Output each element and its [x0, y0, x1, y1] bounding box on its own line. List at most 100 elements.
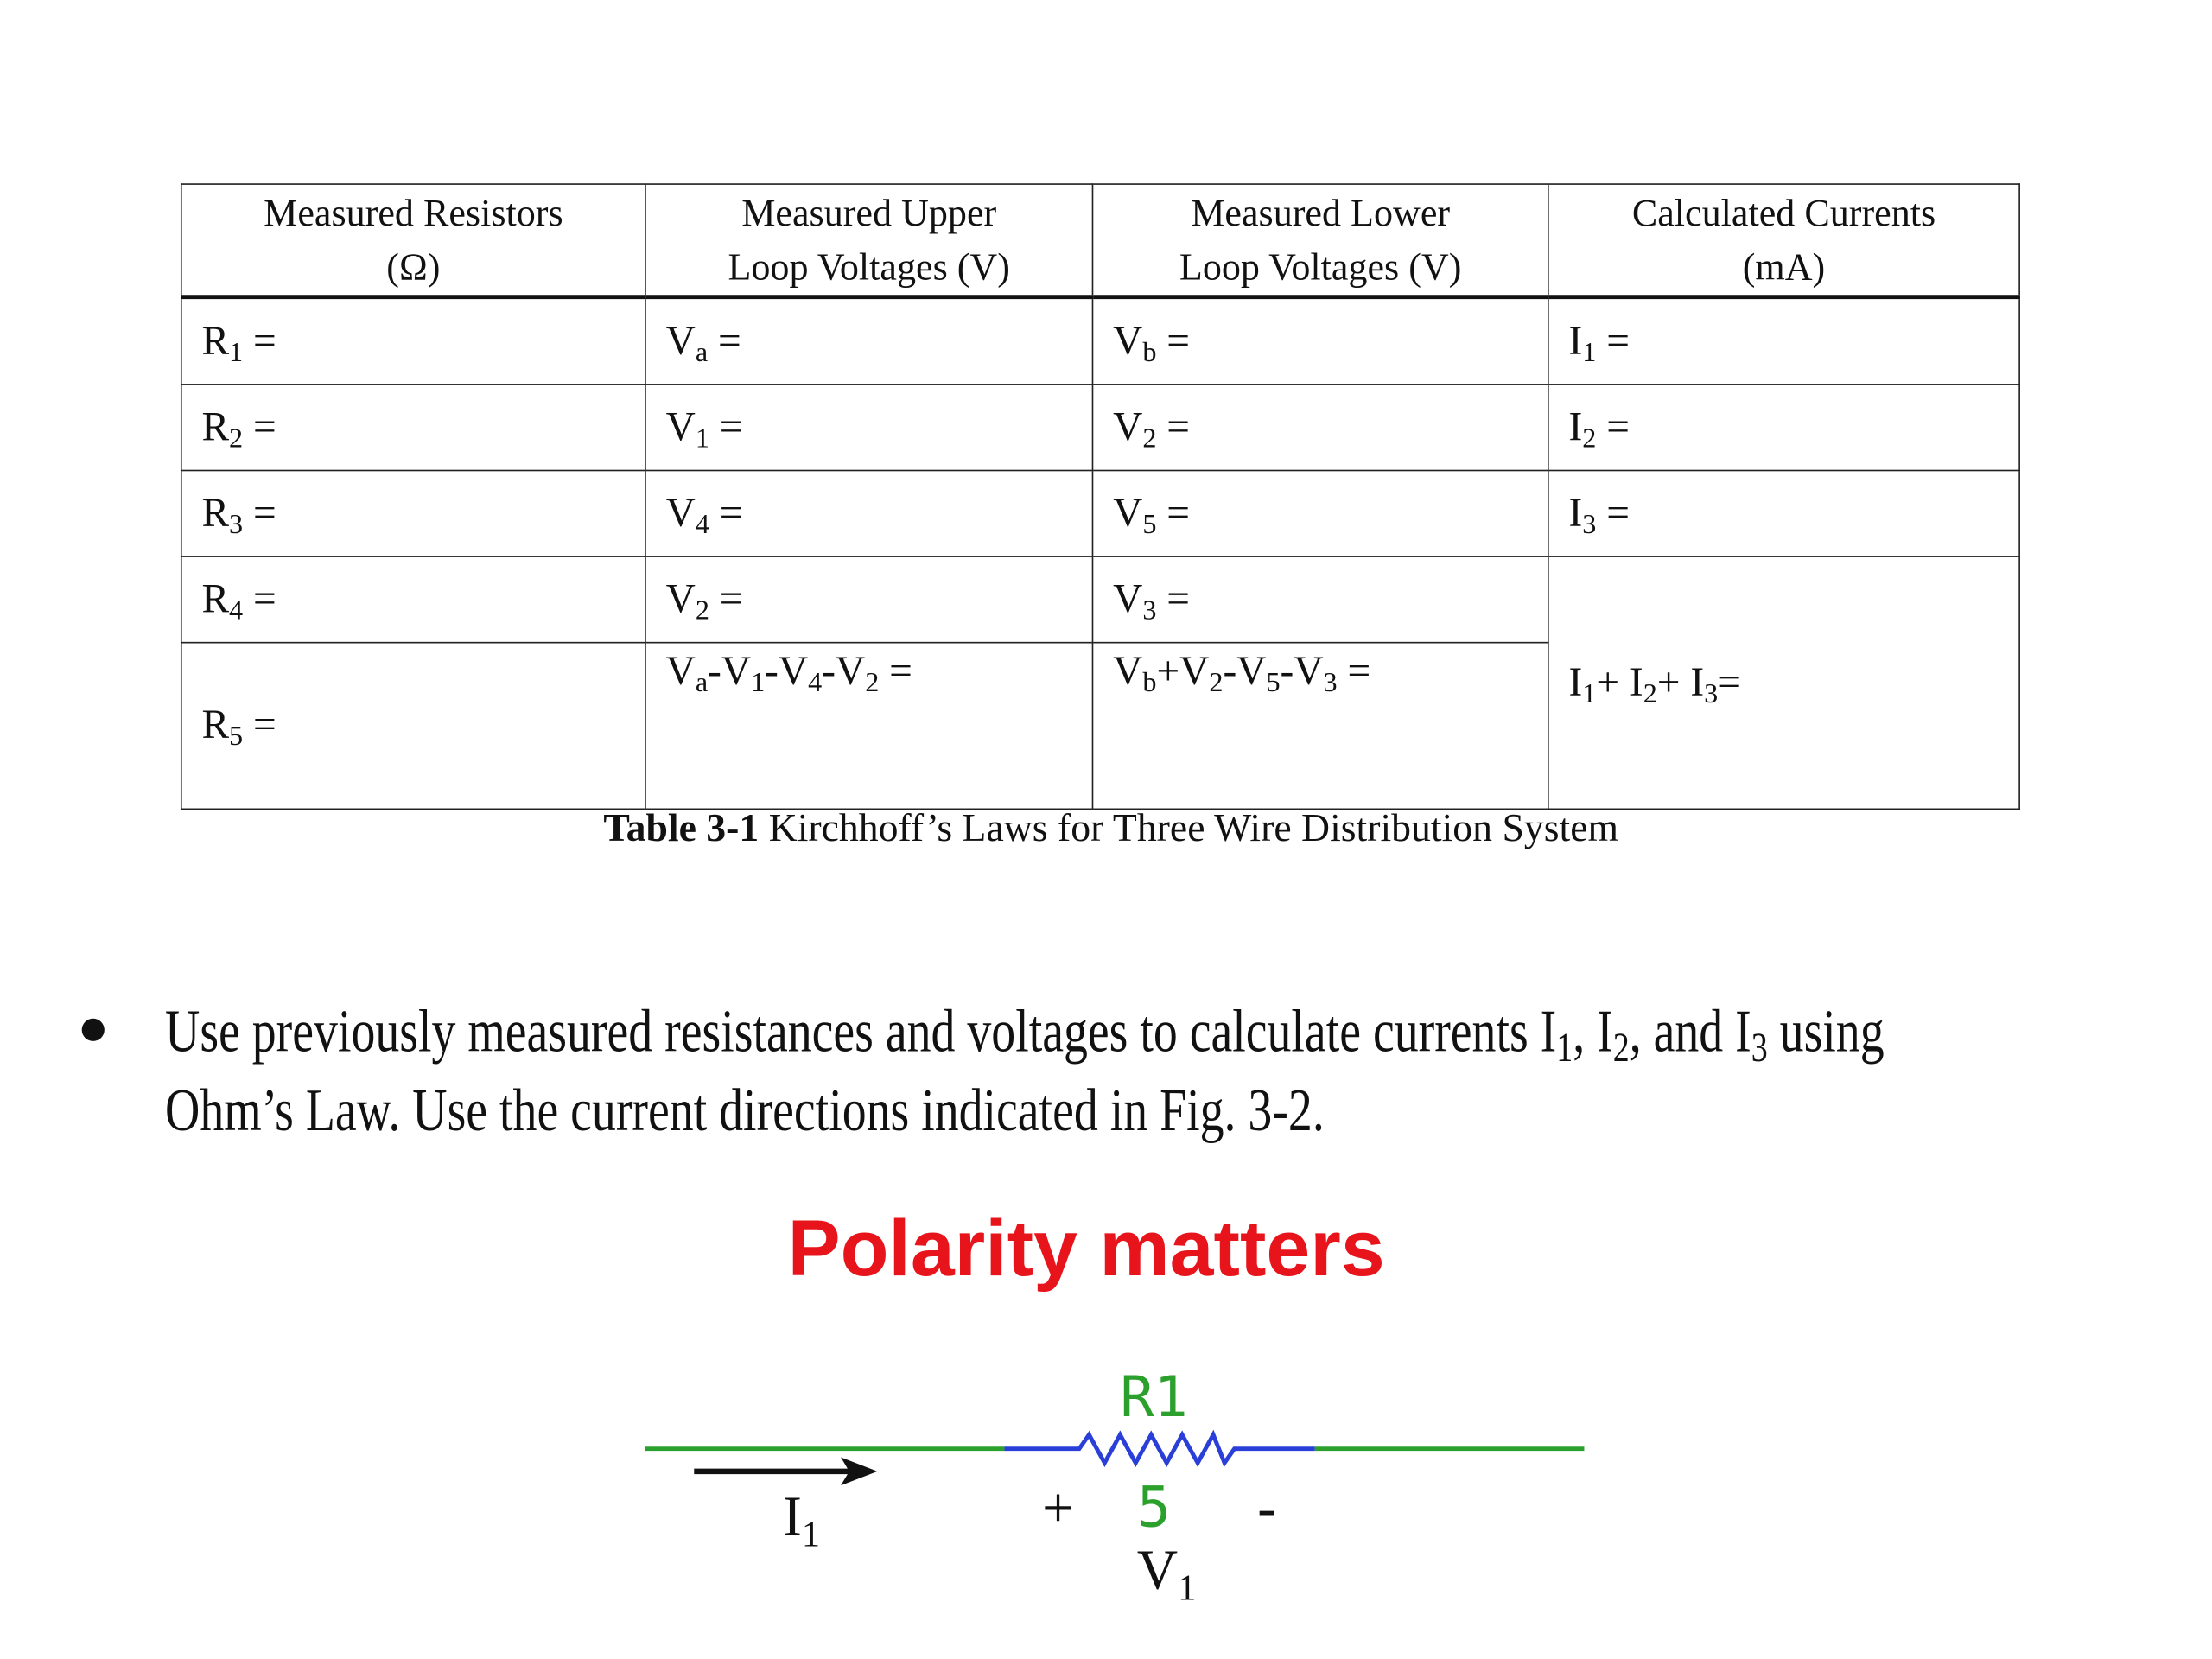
text: = — [243, 318, 276, 364]
table-cell: Va-V1-V4-V2 = — [645, 641, 1094, 810]
text: V — [1113, 649, 1143, 695]
table-cell: Va = — [645, 296, 1094, 385]
table-cell: I3 = — [1548, 469, 2020, 557]
subscript: 1 — [1582, 336, 1597, 368]
text: R — [201, 575, 230, 622]
subscript: 3 — [1323, 667, 1338, 699]
bullet-line: Use previously measured resistances and … — [165, 993, 1885, 1071]
data-table: Measured Resistors (Ω) Measured Upper Loop … — [180, 183, 2020, 810]
header-cell: Measured Lower Loop Voltages (V) — [1091, 183, 1549, 300]
table-cell: Vb+V2-V5-V3 = — [1091, 641, 1549, 810]
subscript: 1 — [802, 1514, 820, 1554]
arrow-head — [841, 1457, 878, 1486]
header-line: Loop Voltages (V) — [728, 245, 1010, 289]
header-row: Measured Resistors (Ω) Measured Upper Loop … — [180, 183, 2020, 300]
text: Ohm’s Law. Use the current directions in… — [165, 1077, 1325, 1145]
plus-sign: + — [1042, 1478, 1074, 1540]
text: V — [1137, 1539, 1178, 1601]
subscript: 5 — [1266, 667, 1281, 699]
current-label: I1 — [783, 1485, 820, 1554]
text: -V — [1280, 649, 1324, 695]
subscript: 3 — [1704, 677, 1719, 709]
text: V — [665, 575, 696, 622]
header-line: Measured Upper — [741, 192, 997, 235]
header-cell: Measured Upper Loop Voltages (V) — [645, 183, 1094, 300]
subscript: 3 — [229, 508, 244, 540]
table-caption: Table 3-1 Kirchhoff’s Laws for Three Wir… — [0, 807, 2212, 852]
text: I — [1568, 318, 1583, 364]
text: = — [709, 404, 743, 449]
text: V — [1113, 490, 1143, 536]
header-line: Measured Resistors — [264, 192, 563, 235]
subscript: 4 — [229, 594, 244, 626]
text: I — [1568, 404, 1583, 449]
table-row: R4 = V2 = V3 = I1+ I2+ I3= — [180, 556, 2020, 810]
text: V — [665, 404, 696, 449]
text: , I — [1573, 998, 1613, 1065]
text: R — [201, 318, 230, 364]
text: = — [1156, 404, 1191, 449]
subscript: 5 — [229, 721, 244, 753]
table-row: R2 = V1 = V2 = I2 = — [180, 384, 2020, 472]
header-line: (mA) — [1742, 245, 1826, 289]
subscript: b — [1142, 667, 1157, 699]
text: V — [665, 318, 696, 364]
subscript: 2 — [229, 422, 244, 454]
header-cell: Measured Resistors (Ω) — [180, 183, 646, 300]
text: Use previously measured resistances and … — [165, 998, 1557, 1065]
header-line: Measured Lower — [1191, 192, 1451, 235]
text: = — [243, 575, 276, 622]
subscript: 2 — [1643, 677, 1657, 709]
text: = — [708, 318, 741, 364]
text: V — [1113, 318, 1143, 364]
resistor-value: 5 — [1137, 1475, 1171, 1541]
text: R — [201, 404, 230, 449]
text: = — [243, 702, 276, 748]
bullet-line: Ohm’s Law. Use the current directions in… — [165, 1072, 1885, 1151]
subscript: 2 — [1209, 667, 1224, 699]
text: = — [709, 490, 743, 536]
text: = — [879, 649, 912, 695]
subscript: 1 — [1556, 1026, 1573, 1071]
subscript: 1 — [751, 667, 766, 699]
text: = — [1156, 490, 1191, 536]
table-cell: Vb = — [1091, 296, 1549, 385]
text: = — [243, 404, 276, 449]
text: -V — [822, 649, 866, 695]
text: -V — [708, 649, 752, 695]
text: = — [709, 575, 743, 622]
table-cell: I2 = — [1548, 384, 2020, 472]
subscript: 3 — [1142, 594, 1157, 626]
table-cell: V2 = — [1091, 384, 1549, 472]
subscript: b — [1142, 336, 1157, 368]
table-row: R1 = Va = Vb = I1 = — [180, 296, 2020, 385]
caption-label: Table 3-1 — [603, 806, 760, 851]
table-cell: V2 = — [645, 556, 1094, 644]
text: R — [201, 702, 230, 748]
subscript: 1 — [229, 336, 244, 368]
header-line: (Ω) — [386, 245, 441, 289]
text: = — [1156, 318, 1191, 364]
text: = — [1718, 659, 1741, 705]
subscript: 1 — [695, 422, 709, 454]
text: = — [1156, 575, 1191, 622]
subscript: 2 — [1612, 1026, 1630, 1071]
text: = — [1596, 490, 1630, 536]
table-cell: V5 = — [1091, 469, 1549, 557]
text: = — [1596, 318, 1630, 364]
subscript: 2 — [1142, 422, 1157, 454]
table-row: R3 = V4 = V5 = I3 = — [180, 469, 2020, 557]
text: V — [665, 649, 696, 695]
subscript: a — [695, 336, 709, 368]
subscript: 5 — [1142, 508, 1157, 540]
text: + I — [1596, 659, 1643, 705]
subscript: 1 — [1582, 677, 1597, 709]
text: + I — [1656, 659, 1705, 705]
bullet-text: Use previously measured resistances and … — [165, 993, 1885, 1151]
text: = — [243, 490, 276, 536]
text: V — [665, 490, 696, 536]
table-cell: V3 = — [1091, 556, 1549, 644]
subscript: 3 — [1582, 508, 1597, 540]
